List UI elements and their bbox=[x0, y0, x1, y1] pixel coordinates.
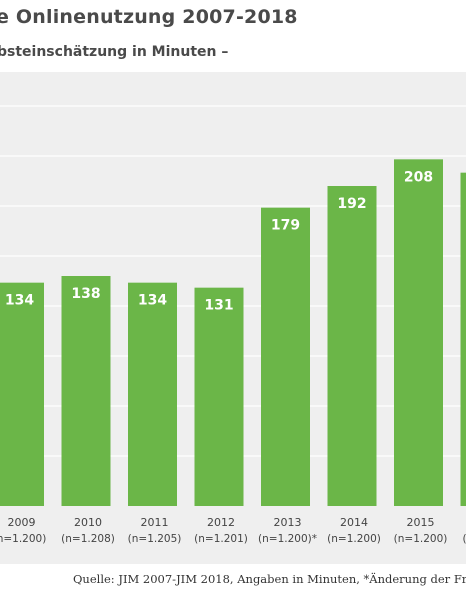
chart-title: e Onlinenutzung 2007-2018 bbox=[0, 6, 298, 28]
bar-value-label: 134 bbox=[138, 293, 167, 309]
x-tick-label: 2009 bbox=[8, 516, 36, 529]
bar-2011 bbox=[128, 282, 177, 506]
bar-value-label: 192 bbox=[337, 196, 366, 212]
x-tick-label: 2015 bbox=[407, 516, 435, 529]
bar-2014 bbox=[327, 186, 377, 506]
x-sample-size-label: (n=1.201) bbox=[194, 533, 248, 545]
bar-value-label: 179 bbox=[271, 218, 300, 234]
source-note: Quelle: JIM 2007-JIM 2018, Angaben in Mi… bbox=[73, 572, 466, 586]
x-tick-label: 2011 bbox=[141, 516, 169, 529]
bar-2009 bbox=[0, 282, 44, 506]
bar-2012 bbox=[194, 287, 244, 506]
x-sample-size-label: (n=1.200) bbox=[327, 533, 381, 545]
x-sample-size-label: (n=1.208) bbox=[61, 533, 115, 545]
x-tick-label: 2010 bbox=[74, 516, 102, 529]
x-sample-size-label: (n bbox=[463, 533, 466, 545]
bar-value-label: 138 bbox=[71, 286, 100, 302]
bar-2010 bbox=[61, 276, 111, 506]
bar-value-label: 134 bbox=[5, 293, 34, 309]
bar-2015 bbox=[394, 159, 443, 507]
x-sample-size-label: (n=1.200)* bbox=[258, 533, 317, 545]
x-tick-label: 2012 bbox=[207, 516, 235, 529]
bar-value-label: 131 bbox=[204, 298, 233, 314]
x-sample-size-label: (n=1.205) bbox=[128, 533, 182, 545]
x-tick-label: 2014 bbox=[340, 516, 368, 529]
x-sample-size-label: n=1.200) bbox=[0, 533, 46, 545]
x-tick-label: 2013 bbox=[274, 516, 302, 529]
x-sample-size-label: (n=1.200) bbox=[394, 533, 448, 545]
bar-partial bbox=[460, 172, 466, 506]
bar-2013 bbox=[261, 207, 310, 506]
chart-subtitle: bsteinschätzung in Minuten – bbox=[0, 44, 229, 60]
bar-value-label: 208 bbox=[404, 169, 433, 185]
